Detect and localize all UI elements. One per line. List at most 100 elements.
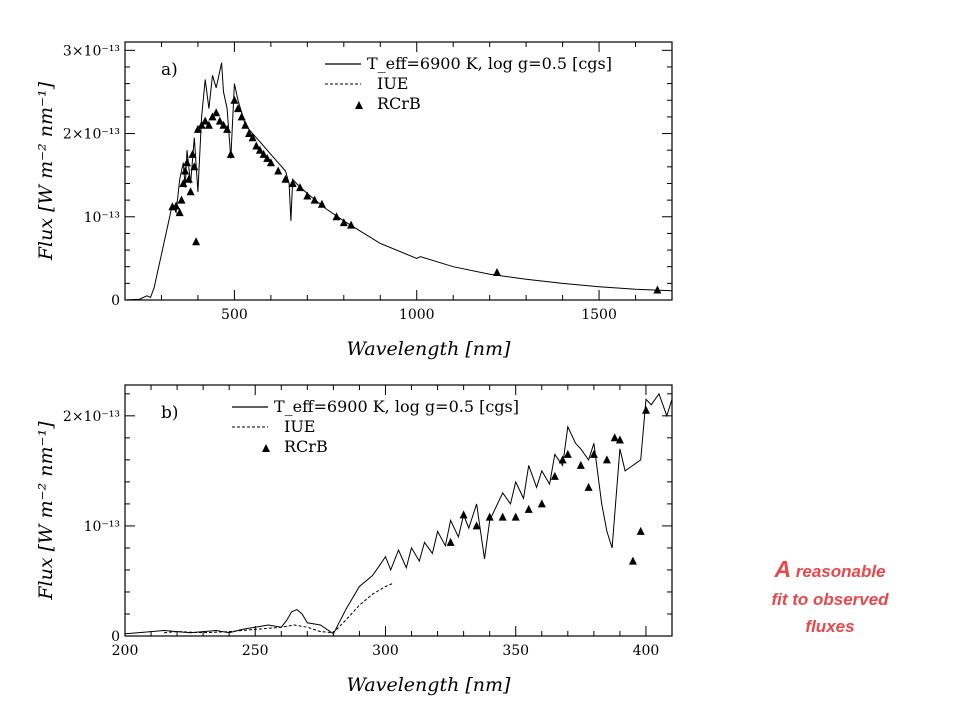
observed-point bbox=[208, 112, 217, 121]
plot-frame bbox=[124, 41, 673, 301]
observed-point bbox=[339, 218, 348, 227]
observed-point bbox=[446, 537, 455, 546]
y-axis-title: Flux [W m⁻² nm⁻¹] bbox=[35, 421, 57, 601]
observed-point bbox=[317, 199, 326, 208]
series-iue-line bbox=[164, 582, 394, 634]
x-tick-label: 1500 bbox=[581, 307, 617, 323]
x-axis-title: Wavelength [nm] bbox=[347, 338, 511, 360]
observed-point bbox=[219, 120, 228, 129]
observed-point bbox=[241, 120, 250, 129]
observed-point bbox=[558, 455, 567, 464]
observed-point bbox=[237, 112, 246, 121]
observed-point bbox=[183, 158, 191, 167]
observed-point bbox=[498, 512, 507, 521]
observed-point bbox=[550, 471, 559, 480]
observed-point bbox=[584, 482, 593, 491]
x-tick-label: 200 bbox=[112, 643, 139, 659]
legend-model-label: T_eff=6900 K, log g=0.5 [cgs] bbox=[367, 54, 612, 73]
y-tick-label: 10⁻¹³ bbox=[84, 519, 120, 535]
observed-point bbox=[230, 95, 239, 104]
observed-point bbox=[188, 149, 197, 158]
legend-iue-label: IUE bbox=[377, 74, 408, 93]
observed-point bbox=[472, 521, 481, 530]
x-tick-label: 400 bbox=[633, 643, 660, 659]
observed-point bbox=[255, 145, 264, 154]
x-tick-label: 1000 bbox=[399, 307, 435, 323]
observed-point bbox=[234, 104, 242, 113]
observed-point bbox=[259, 149, 268, 158]
observed-point bbox=[184, 174, 193, 183]
y-tick-label: 0 bbox=[111, 629, 120, 645]
observed-point bbox=[215, 116, 224, 125]
observed-point bbox=[175, 208, 184, 217]
y-tick-label: 2×10⁻¹³ bbox=[63, 127, 120, 143]
observed-point bbox=[576, 460, 585, 469]
observed-point bbox=[281, 174, 290, 183]
x-tick-label: 500 bbox=[221, 307, 248, 323]
legend-model-label: T_eff=6900 K, log g=0.5 [cgs] bbox=[274, 397, 519, 416]
observed-point bbox=[332, 212, 341, 221]
observed-point bbox=[288, 179, 297, 187]
annotation-caption: A reasonable fit to observed fluxes bbox=[730, 556, 930, 640]
observed-point bbox=[263, 154, 272, 162]
observed-point bbox=[252, 141, 261, 150]
observed-point bbox=[310, 195, 319, 204]
x-tick-label: 250 bbox=[242, 643, 269, 659]
observed-point bbox=[610, 433, 619, 442]
y-tick-label: 0 bbox=[111, 293, 120, 309]
observed-point bbox=[493, 268, 501, 276]
observed-point bbox=[192, 237, 201, 246]
observed-point bbox=[653, 285, 662, 294]
caption-line3: fluxes bbox=[805, 617, 855, 636]
observed-point bbox=[296, 183, 304, 192]
caption-line2: fit to observed bbox=[771, 590, 889, 609]
observed-point bbox=[459, 510, 468, 519]
observed-point bbox=[602, 455, 611, 464]
panel-a: 500 1000 1500 0 10⁻¹³ 2×10⁻¹³ 3×10⁻¹³ Wavelengt… bbox=[35, 41, 673, 360]
observed-point bbox=[524, 504, 533, 513]
y-tick-label: 3×10⁻¹³ bbox=[63, 43, 120, 59]
observed-point bbox=[179, 179, 188, 187]
panel-label: b) bbox=[161, 403, 179, 423]
observed-point bbox=[226, 149, 235, 158]
observed-point bbox=[274, 166, 283, 175]
x-axis-title: Wavelength [nm] bbox=[347, 674, 511, 696]
observed-point bbox=[245, 129, 253, 137]
legend-iue-label: IUE bbox=[284, 417, 315, 436]
observed-point bbox=[186, 187, 195, 196]
observed-point bbox=[303, 191, 312, 200]
observed-point bbox=[197, 120, 206, 129]
observed-point bbox=[347, 220, 356, 229]
observed-point bbox=[201, 116, 210, 125]
x-tick-label: 300 bbox=[372, 643, 399, 659]
y-tick-label: 10⁻¹³ bbox=[84, 210, 120, 226]
observed-point bbox=[615, 435, 624, 444]
observed-point bbox=[248, 133, 257, 142]
observed-point bbox=[181, 166, 190, 175]
legend-obs-label: RCrB bbox=[377, 94, 421, 113]
plot-frame bbox=[124, 384, 673, 637]
observed-point bbox=[190, 162, 199, 171]
observed-point bbox=[266, 158, 275, 167]
observed-point bbox=[172, 201, 181, 210]
legend-obs-marker bbox=[262, 444, 270, 452]
panel-b: 200 250 300 350 400 0 10⁻¹³ 2×10⁻¹³ Wavelength [… bbox=[35, 384, 673, 696]
observed-point bbox=[589, 449, 598, 458]
observed-point bbox=[212, 108, 221, 117]
y-axis-title: Flux [W m⁻² nm⁻¹] bbox=[35, 81, 57, 261]
observed-point bbox=[636, 526, 645, 535]
observed-point bbox=[485, 512, 494, 521]
observed-point bbox=[204, 120, 213, 129]
legend-obs-marker bbox=[355, 101, 363, 109]
observed-point bbox=[223, 124, 232, 133]
caption-initial: A bbox=[774, 556, 792, 582]
legend-obs-label: RCrB bbox=[284, 437, 328, 456]
observed-point bbox=[628, 556, 637, 565]
x-tick-label: 350 bbox=[502, 643, 529, 659]
observed-point bbox=[177, 195, 186, 204]
y-tick-label: 2×10⁻¹³ bbox=[63, 409, 120, 425]
observed-point bbox=[193, 124, 202, 133]
series-model-line bbox=[125, 392, 672, 635]
observed-point bbox=[642, 405, 650, 414]
